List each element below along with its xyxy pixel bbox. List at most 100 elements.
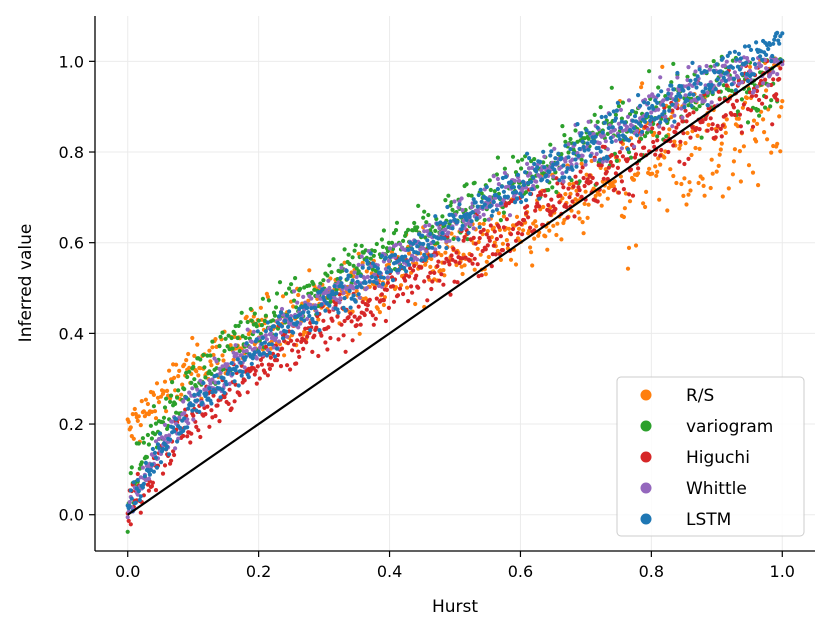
point	[631, 177, 637, 182]
point	[569, 208, 574, 213]
point	[386, 240, 391, 245]
point	[263, 333, 268, 338]
point	[648, 122, 653, 127]
point	[488, 223, 493, 228]
point	[703, 86, 708, 91]
point	[579, 131, 584, 136]
point	[392, 252, 398, 257]
point	[203, 375, 208, 380]
point	[681, 131, 686, 136]
point	[153, 416, 159, 421]
point	[549, 149, 554, 154]
point	[342, 296, 347, 301]
point	[754, 40, 759, 45]
point	[373, 275, 378, 281]
point	[628, 167, 634, 172]
point	[777, 76, 782, 82]
point	[244, 314, 249, 319]
point	[566, 155, 571, 160]
point	[263, 313, 268, 318]
point	[374, 281, 379, 286]
point	[661, 126, 666, 131]
point	[153, 421, 159, 426]
point	[512, 178, 518, 183]
point	[164, 409, 169, 414]
point	[529, 179, 534, 184]
point	[316, 353, 321, 359]
point	[144, 455, 149, 460]
point	[572, 141, 577, 146]
point	[293, 276, 298, 281]
point	[732, 112, 738, 118]
point	[260, 335, 265, 340]
point	[422, 279, 427, 284]
point	[515, 231, 521, 236]
point	[335, 314, 340, 319]
point	[139, 399, 144, 404]
x-tick-label: 0.0	[115, 562, 140, 581]
point	[279, 306, 285, 312]
point	[179, 392, 184, 397]
point	[139, 460, 144, 465]
point	[135, 418, 140, 423]
point	[393, 242, 399, 247]
point	[190, 386, 195, 391]
point	[153, 439, 159, 444]
point	[691, 110, 696, 115]
point	[351, 293, 356, 298]
point	[682, 105, 687, 110]
point	[196, 428, 201, 433]
point	[472, 180, 477, 185]
point	[298, 312, 303, 317]
point	[754, 65, 759, 70]
point	[354, 323, 359, 328]
point	[357, 315, 362, 320]
point	[655, 134, 660, 139]
point	[186, 421, 191, 426]
point	[327, 309, 332, 314]
point	[734, 57, 740, 62]
point	[213, 337, 218, 342]
point	[587, 131, 592, 136]
point	[265, 320, 270, 325]
point	[298, 286, 303, 291]
point	[668, 167, 673, 172]
point	[558, 193, 563, 198]
point	[504, 238, 509, 243]
point	[702, 98, 707, 103]
point	[494, 172, 499, 177]
point	[535, 184, 540, 189]
point	[761, 117, 766, 122]
point	[701, 89, 706, 95]
point	[613, 112, 619, 117]
point	[428, 264, 433, 269]
point	[583, 189, 588, 194]
point	[402, 265, 407, 270]
point	[431, 239, 436, 244]
point	[345, 276, 350, 281]
point	[743, 60, 749, 65]
point	[153, 455, 159, 460]
point	[720, 123, 725, 128]
point	[695, 133, 700, 138]
point	[705, 128, 710, 133]
point	[718, 126, 723, 131]
point	[364, 286, 369, 291]
point	[467, 214, 472, 219]
point	[579, 157, 584, 162]
point	[143, 460, 148, 465]
point	[752, 62, 758, 67]
point	[770, 53, 775, 59]
point	[295, 300, 300, 305]
point	[467, 258, 472, 263]
point	[203, 412, 208, 417]
point	[732, 147, 738, 152]
point	[514, 196, 520, 201]
point	[683, 108, 688, 113]
point	[674, 101, 679, 106]
point	[394, 220, 400, 225]
point	[237, 392, 242, 398]
point	[712, 70, 717, 75]
point	[567, 175, 572, 180]
point	[601, 189, 606, 194]
